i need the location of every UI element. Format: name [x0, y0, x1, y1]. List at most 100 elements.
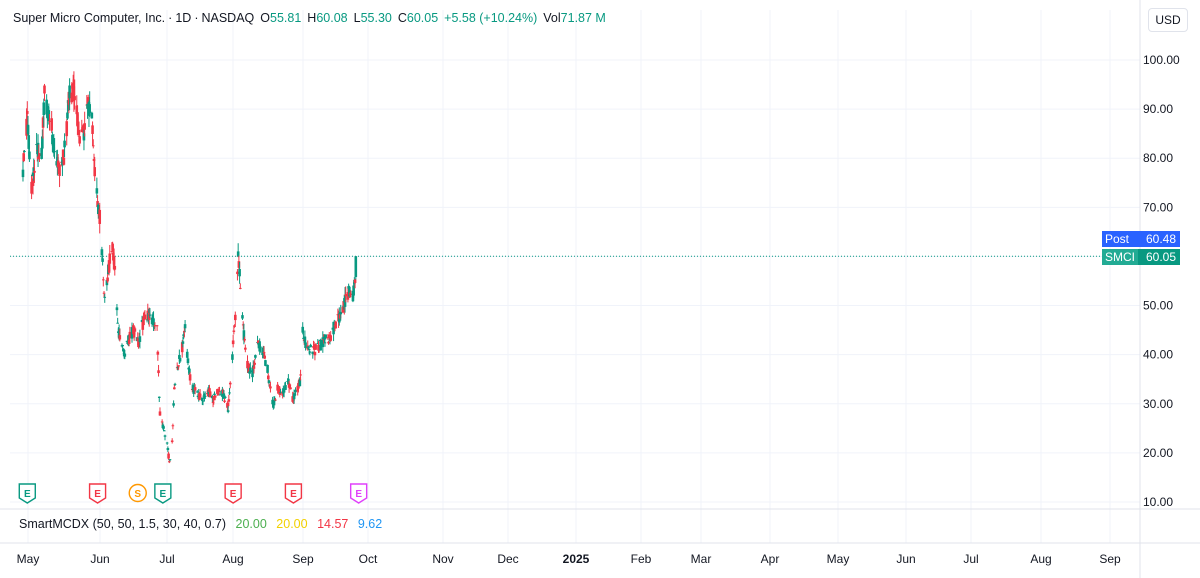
- candle-up[interactable]: [323, 342, 327, 344]
- candle-up[interactable]: [41, 136, 44, 149]
- candle-down[interactable]: [77, 132, 81, 134]
- candle-up[interactable]: [251, 370, 254, 378]
- candle-down[interactable]: [86, 97, 90, 104]
- candle-down[interactable]: [268, 384, 272, 386]
- candle-up[interactable]: [259, 346, 262, 351]
- candle-down[interactable]: [263, 355, 267, 359]
- candle-up[interactable]: [249, 367, 252, 373]
- candle-up[interactable]: [211, 395, 214, 399]
- candle-down[interactable]: [262, 351, 266, 353]
- candle-down[interactable]: [43, 85, 46, 94]
- candle-up[interactable]: [222, 393, 226, 399]
- candle-down[interactable]: [266, 375, 270, 380]
- candle-down[interactable]: [314, 344, 317, 350]
- candle-up[interactable]: [126, 341, 130, 345]
- candle-up[interactable]: [21, 169, 25, 178]
- candle-down[interactable]: [317, 346, 321, 348]
- candle-up[interactable]: [100, 249, 104, 256]
- candle-up[interactable]: [165, 442, 169, 444]
- candle-up[interactable]: [238, 268, 241, 277]
- candle-up[interactable]: [162, 430, 166, 432]
- candle-up[interactable]: [82, 133, 86, 141]
- candle-down[interactable]: [22, 153, 25, 162]
- interval[interactable]: 1D: [175, 11, 192, 25]
- earnings-event-badge[interactable]: [154, 483, 172, 504]
- candle-up[interactable]: [95, 188, 99, 194]
- candle-down[interactable]: [221, 390, 225, 394]
- currency-button[interactable]: USD: [1148, 8, 1188, 32]
- candle-up[interactable]: [31, 175, 34, 177]
- candle-down[interactable]: [167, 453, 170, 459]
- candle-down[interactable]: [67, 91, 71, 105]
- candle-up[interactable]: [201, 397, 204, 401]
- candle-down[interactable]: [231, 340, 235, 345]
- candle-down[interactable]: [111, 243, 114, 251]
- candle-down[interactable]: [349, 293, 353, 295]
- candle-up[interactable]: [213, 393, 216, 396]
- candle-down[interactable]: [313, 351, 317, 356]
- candle-up[interactable]: [203, 395, 207, 397]
- candle-up[interactable]: [307, 349, 311, 351]
- candle-up[interactable]: [138, 336, 142, 342]
- candle-down[interactable]: [327, 334, 331, 338]
- candle-up[interactable]: [188, 368, 191, 374]
- candle-down[interactable]: [75, 105, 79, 115]
- candle-down[interactable]: [33, 170, 36, 173]
- candle-up[interactable]: [186, 358, 190, 364]
- candle-down[interactable]: [233, 314, 237, 321]
- candle-up[interactable]: [166, 448, 170, 451]
- candle-up[interactable]: [88, 104, 91, 113]
- candle-down[interactable]: [208, 391, 212, 398]
- candle-up[interactable]: [182, 334, 185, 337]
- indicator-legend[interactable]: SmartMCDX (50, 50, 1.5, 30, 40, 0.7) 20.…: [19, 517, 388, 531]
- candle-up[interactable]: [40, 147, 43, 159]
- candle-down[interactable]: [296, 385, 300, 392]
- candle-down[interactable]: [142, 318, 145, 326]
- candle-up[interactable]: [353, 281, 356, 285]
- candle-down[interactable]: [274, 399, 277, 401]
- candle-up[interactable]: [105, 279, 109, 286]
- candle-down[interactable]: [171, 425, 175, 427]
- candle-up[interactable]: [266, 364, 269, 373]
- candle-down[interactable]: [157, 370, 160, 374]
- candle-up[interactable]: [150, 317, 154, 325]
- candle-up[interactable]: [352, 285, 355, 296]
- candle-down[interactable]: [57, 162, 61, 165]
- candle-up[interactable]: [123, 353, 127, 357]
- candle-up[interactable]: [264, 360, 267, 366]
- candle-down[interactable]: [168, 461, 171, 463]
- candle-down[interactable]: [227, 399, 231, 402]
- candle-down[interactable]: [118, 335, 122, 340]
- candle-down[interactable]: [353, 279, 357, 283]
- candle-down[interactable]: [78, 136, 81, 144]
- candle-up[interactable]: [152, 318, 155, 326]
- candle-up[interactable]: [117, 328, 121, 338]
- candle-up[interactable]: [152, 326, 156, 328]
- candle-up[interactable]: [35, 143, 38, 146]
- candle-down[interactable]: [106, 277, 109, 282]
- candle-up[interactable]: [47, 110, 51, 122]
- candle-down[interactable]: [127, 339, 131, 344]
- candle-down[interactable]: [338, 314, 342, 319]
- candle-up[interactable]: [176, 366, 180, 368]
- candle-down[interactable]: [73, 96, 76, 101]
- candle-down[interactable]: [228, 382, 232, 385]
- candle-up[interactable]: [173, 383, 177, 385]
- candle-down[interactable]: [62, 157, 66, 165]
- candle-down[interactable]: [241, 324, 245, 326]
- candle-up[interactable]: [242, 330, 246, 341]
- candle-down[interactable]: [72, 79, 76, 102]
- candle-down[interactable]: [91, 145, 95, 147]
- candle-down[interactable]: [317, 345, 320, 351]
- candle-down[interactable]: [136, 338, 140, 341]
- candle-up[interactable]: [322, 336, 326, 340]
- candle-up[interactable]: [226, 410, 230, 412]
- candle-down[interactable]: [297, 382, 300, 389]
- candle-up[interactable]: [116, 322, 119, 324]
- candle-up[interactable]: [303, 336, 307, 343]
- candle-down[interactable]: [25, 118, 28, 136]
- candle-down[interactable]: [183, 330, 186, 333]
- candle-down[interactable]: [180, 342, 184, 353]
- candle-up[interactable]: [101, 258, 104, 262]
- candle-down[interactable]: [233, 325, 236, 327]
